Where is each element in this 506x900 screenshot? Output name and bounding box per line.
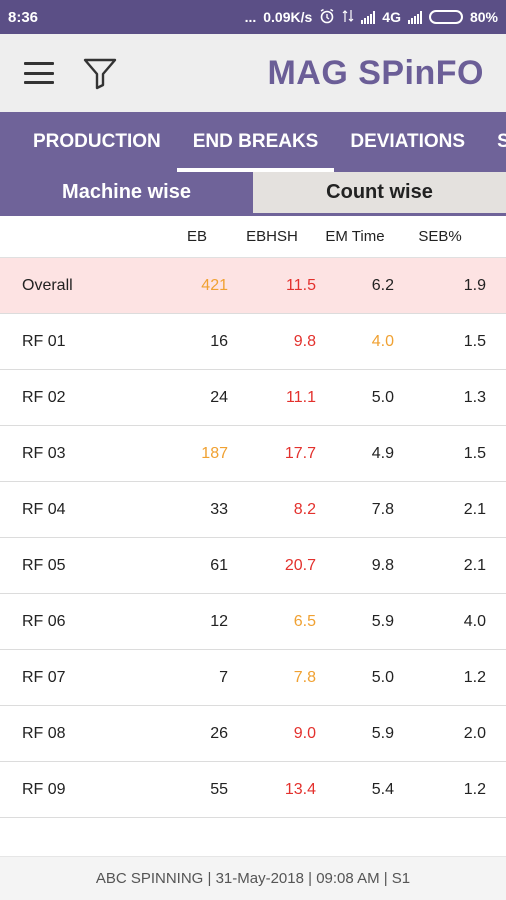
footer-info: ABC SPINNING | 31-May-2018 | 09:08 AM | … <box>0 856 506 900</box>
cell-ebhsh: 6.5 <box>293 612 316 630</box>
row-name: RF 02 <box>22 388 66 406</box>
cell-ebhsh: 13.4 <box>284 780 316 798</box>
status-network: 4G <box>382 9 401 25</box>
status-bar: 8:36 ... 0.09K/s 4G 80% <box>0 0 506 34</box>
cell-ebhsh: 11.5 <box>286 276 316 294</box>
row-name: RF 08 <box>22 724 66 742</box>
cell-ebhsh: 11.1 <box>286 388 316 406</box>
table-row[interactable]: RF 07 7 7.8 5.0 1.2 <box>0 650 506 706</box>
row-name: RF 09 <box>22 780 66 798</box>
cell-em-time: 7.8 <box>371 500 394 518</box>
cell-eb: 24 <box>210 388 228 406</box>
menu-icon[interactable] <box>24 62 54 84</box>
table-row[interactable]: RF 01 16 9.8 4.0 1.5 <box>0 314 506 370</box>
cell-seb: 2.1 <box>463 556 486 574</box>
status-right: ... 0.09K/s 4G 80% <box>245 8 498 27</box>
cell-em-time: 4.0 <box>371 332 394 350</box>
cell-eb: 26 <box>210 724 228 742</box>
cell-seb: 2.1 <box>463 500 486 518</box>
cell-em-time: 5.0 <box>371 388 394 406</box>
cell-ebhsh: 7.8 <box>293 668 316 686</box>
cell-seb: 1.3 <box>463 388 486 406</box>
header-em-time: EM Time <box>325 228 385 245</box>
row-name: RF 06 <box>22 612 66 630</box>
cell-eb: 421 <box>201 276 228 294</box>
header-seb: SEB% <box>418 228 462 245</box>
status-time: 8:36 <box>8 8 39 26</box>
signal-icon <box>361 10 376 24</box>
cell-eb: 7 <box>219 668 228 686</box>
row-name: RF 07 <box>22 668 66 686</box>
table-row[interactable]: RF 06 12 6.5 5.9 4.0 <box>0 594 506 650</box>
cell-seb: 4.0 <box>463 612 486 630</box>
cell-em-time: 9.8 <box>371 556 394 574</box>
cell-seb: 1.2 <box>463 780 486 798</box>
cell-seb: 1.5 <box>463 332 486 350</box>
table-row[interactable]: RF 05 61 20.7 9.8 2.1 <box>0 538 506 594</box>
cell-seb: 1.5 <box>463 444 486 462</box>
segmented-control: Machine wise Count wise <box>0 172 506 216</box>
cell-eb: 61 <box>210 556 228 574</box>
cell-eb: 16 <box>210 332 228 350</box>
row-name: Overall <box>22 276 73 294</box>
tab-bar: PRODUCTION END BREAKS DEVIATIONS S <box>0 112 506 172</box>
app-title: MAG SPinFO <box>267 53 484 92</box>
signal-icon-2 <box>407 10 422 24</box>
app-bar: MAG SPinFO <box>0 34 506 112</box>
status-dots: ... <box>244 9 257 25</box>
cell-seb: 1.2 <box>463 668 486 686</box>
segment-machine-wise[interactable]: Machine wise <box>0 172 253 213</box>
cell-em-time: 5.4 <box>371 780 394 798</box>
cell-ebhsh: 9.8 <box>293 332 316 350</box>
tab-deviations[interactable]: DEVIATIONS <box>350 131 466 152</box>
status-speed: 0.09K/s <box>263 9 313 25</box>
filter-icon[interactable] <box>82 55 118 91</box>
tab-production[interactable]: PRODUCTION <box>33 131 161 152</box>
cell-seb: 2.0 <box>463 724 486 742</box>
table-row[interactable]: RF 08 26 9.0 5.9 2.0 <box>0 706 506 762</box>
cell-em-time: 6.2 <box>371 276 394 294</box>
header-ebhsh: EBHSH <box>246 228 298 245</box>
row-name: RF 01 <box>22 332 66 350</box>
cell-eb: 187 <box>201 444 228 462</box>
cell-ebhsh: 17.7 <box>284 444 316 462</box>
cell-em-time: 4.9 <box>371 444 394 462</box>
table-row[interactable]: RF 09 55 13.4 5.4 1.2 <box>0 762 506 818</box>
table-row[interactable]: RF 03 187 17.7 4.9 1.5 <box>0 426 506 482</box>
cell-eb: 55 <box>210 780 228 798</box>
cell-em-time: 5.9 <box>371 612 394 630</box>
cell-ebhsh: 20.7 <box>284 556 316 574</box>
tab-end-breaks[interactable]: END BREAKS <box>176 112 335 172</box>
table-row[interactable]: RF 04 33 8.2 7.8 2.1 <box>0 482 506 538</box>
battery-icon <box>428 10 463 24</box>
row-name: RF 05 <box>22 556 66 574</box>
table-row-overall[interactable]: Overall 421 11.5 6.2 1.9 <box>0 258 506 314</box>
cell-em-time: 5.9 <box>371 724 394 742</box>
data-transfer-icon <box>342 9 354 26</box>
cell-ebhsh: 9.0 <box>293 724 316 742</box>
cell-em-time: 5.0 <box>371 668 394 686</box>
row-name: RF 04 <box>22 500 66 518</box>
table-row[interactable]: RF 02 24 11.1 5.0 1.3 <box>0 370 506 426</box>
cell-ebhsh: 8.2 <box>293 500 316 518</box>
header-eb: EB <box>186 228 207 245</box>
table-header: EB EBHSH EM Time SEB% <box>0 216 506 258</box>
cell-eb: 12 <box>210 612 228 630</box>
cell-eb: 33 <box>210 500 228 518</box>
alarm-icon <box>319 8 335 27</box>
status-battery: 80% <box>469 9 498 25</box>
row-name: RF 03 <box>22 444 66 462</box>
segment-count-wise[interactable]: Count wise <box>253 172 506 213</box>
table-body: Overall 421 11.5 6.2 1.9 RF 01 16 9.8 4.… <box>0 258 506 818</box>
cell-seb: 1.9 <box>463 276 486 294</box>
tab-partial[interactable]: S <box>497 131 506 152</box>
